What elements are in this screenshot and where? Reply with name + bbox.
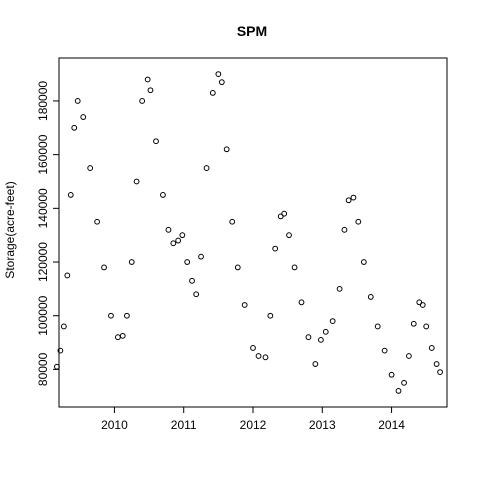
x-tick-label: 2013 <box>309 418 336 432</box>
data-point <box>368 295 373 300</box>
data-points <box>55 72 443 394</box>
data-point <box>342 227 347 232</box>
data-point <box>81 115 86 120</box>
data-point <box>180 233 185 238</box>
y-tick-label: 180000 <box>36 81 50 121</box>
data-point <box>256 354 261 359</box>
data-point <box>199 254 204 259</box>
data-point <box>171 241 176 246</box>
data-point <box>161 193 166 198</box>
data-point <box>434 362 439 367</box>
data-point <box>115 335 120 340</box>
data-point <box>251 346 256 351</box>
data-point <box>429 346 434 351</box>
data-point <box>420 303 425 308</box>
data-point <box>299 300 304 305</box>
data-point <box>176 238 181 243</box>
data-point <box>224 147 229 152</box>
data-point <box>396 388 401 393</box>
data-point <box>406 354 411 359</box>
data-point <box>194 292 199 297</box>
data-point <box>204 166 209 171</box>
data-point <box>438 370 443 375</box>
data-point <box>351 195 356 200</box>
data-point <box>190 278 195 283</box>
data-point <box>273 246 278 251</box>
data-point <box>346 198 351 203</box>
y-tick-label: 160000 <box>36 134 50 174</box>
data-point <box>185 260 190 265</box>
data-point <box>145 77 150 82</box>
data-point <box>337 286 342 291</box>
data-point <box>129 260 134 265</box>
y-tick-label: 120000 <box>36 242 50 282</box>
x-tick-label: 2011 <box>171 418 197 432</box>
data-point <box>61 324 66 329</box>
data-point <box>313 362 318 367</box>
data-point <box>72 125 77 130</box>
y-axis-label: Storage(acre-feet) <box>3 181 17 278</box>
data-point <box>109 313 114 318</box>
data-point <box>95 219 100 224</box>
y-axis: 80000 100000 120000 140000 160000 180000 <box>36 81 59 386</box>
plot-frame <box>59 58 447 407</box>
y-tick-label: 140000 <box>36 188 50 228</box>
data-point <box>166 227 171 232</box>
y-tick-label: 100000 <box>36 295 50 335</box>
data-point <box>356 219 361 224</box>
data-point <box>120 333 125 338</box>
data-point <box>140 99 145 104</box>
data-point <box>389 372 394 377</box>
x-tick-label: 2010 <box>101 418 128 432</box>
data-point <box>361 260 366 265</box>
data-point <box>323 329 328 334</box>
data-point <box>75 99 80 104</box>
data-point <box>424 324 429 329</box>
data-point <box>68 193 73 198</box>
data-point <box>263 355 268 360</box>
x-axis: 2010 2011 2012 2013 2014 <box>101 407 405 432</box>
data-point <box>306 335 311 340</box>
data-point <box>242 303 247 308</box>
data-point <box>292 265 297 270</box>
x-tick-label: 2014 <box>378 418 405 432</box>
data-point <box>319 337 324 342</box>
data-point <box>382 348 387 353</box>
data-point <box>235 265 240 270</box>
data-point <box>216 72 221 77</box>
data-point <box>411 321 416 326</box>
data-point <box>330 319 335 324</box>
data-point <box>210 91 215 96</box>
data-point <box>125 313 130 318</box>
data-point <box>102 265 107 270</box>
data-point <box>375 324 380 329</box>
data-point <box>134 179 139 184</box>
data-point <box>230 219 235 224</box>
chart-title: SPM <box>237 23 267 39</box>
data-point <box>88 166 93 171</box>
data-point <box>148 88 153 93</box>
data-point <box>287 233 292 238</box>
data-point <box>219 80 224 85</box>
data-point <box>282 211 287 216</box>
x-tick-label: 2012 <box>240 418 267 432</box>
data-point <box>268 313 273 318</box>
data-point <box>65 273 70 278</box>
data-point <box>402 380 407 385</box>
y-tick-label: 80000 <box>36 352 50 386</box>
data-point <box>154 139 159 144</box>
